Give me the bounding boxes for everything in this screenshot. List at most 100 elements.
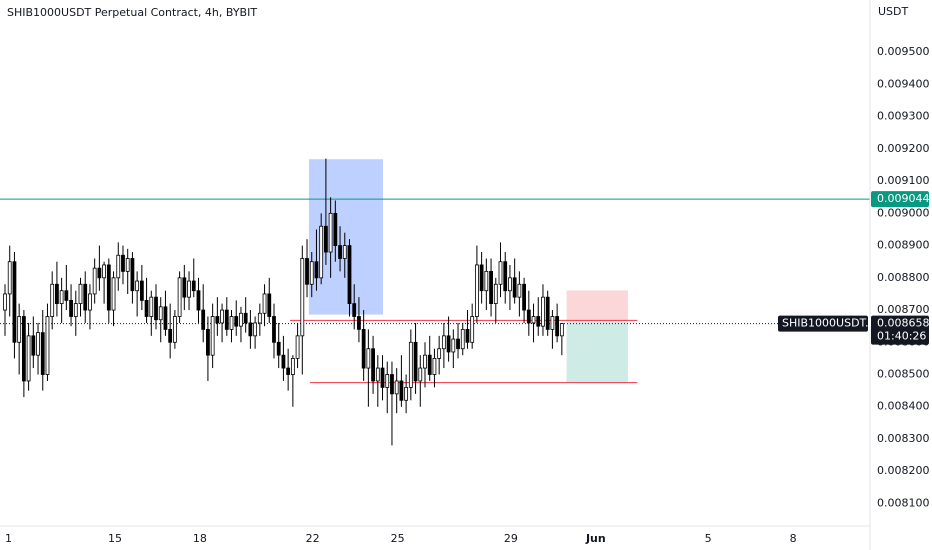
symbol-tag — [778, 315, 868, 332]
candle-body — [111, 277, 116, 311]
candle-body — [399, 380, 404, 401]
candle-body — [423, 354, 427, 369]
candle-body — [187, 280, 191, 298]
candle-body — [559, 323, 564, 337]
y-tick-label: 0.008300 — [877, 432, 930, 445]
position-reward — [566, 320, 628, 383]
candle-body — [371, 348, 375, 382]
candle-body — [361, 328, 366, 369]
x-tick-label: 25 — [391, 532, 405, 545]
x-tick-label: 5 — [705, 532, 712, 545]
candle-body — [286, 367, 291, 375]
candle-body — [456, 338, 460, 350]
candle-body — [144, 299, 149, 317]
candle-body — [248, 322, 253, 337]
candle-body — [526, 309, 531, 324]
candle-body — [182, 277, 187, 298]
candle-body — [88, 293, 92, 311]
y-tick-label: 0.008100 — [877, 496, 930, 509]
chart-title: SHIB1000USDT Perpetual Contract, 4h, BYB… — [7, 6, 257, 19]
candle-body — [220, 309, 224, 324]
candle-body — [357, 316, 361, 330]
y-tick-label: 0.009200 — [877, 142, 930, 155]
candle-body — [352, 303, 357, 317]
candle-body — [239, 312, 243, 327]
candle-body — [17, 316, 22, 343]
candle-body — [139, 280, 144, 301]
candle-body — [191, 280, 196, 292]
candle-body — [484, 270, 489, 292]
candle-body — [40, 332, 45, 375]
candle-body — [451, 338, 456, 353]
candle-body — [102, 264, 107, 279]
candle-body — [106, 264, 111, 311]
candle-body — [418, 367, 423, 382]
candle-body — [375, 367, 380, 382]
candle-body — [125, 258, 130, 272]
countdown-text: 01:40:26 — [877, 330, 926, 343]
candle-body — [257, 312, 262, 324]
candle-body — [413, 341, 418, 382]
candle-body — [470, 316, 475, 343]
candle-body — [446, 335, 451, 353]
candle-body — [309, 261, 314, 285]
x-tick-label: 18 — [193, 532, 207, 545]
candle-body — [267, 293, 272, 317]
candle-body — [408, 341, 413, 388]
candle-body — [45, 316, 50, 375]
candle-body — [545, 296, 550, 330]
candle-body — [272, 316, 276, 343]
candle-body — [130, 258, 135, 292]
candle-body — [300, 258, 305, 337]
candle-body — [116, 254, 121, 279]
candle-body — [234, 316, 239, 327]
candle-body — [276, 341, 281, 356]
x-tick-label: Jun — [585, 532, 606, 545]
candle-body — [149, 296, 154, 317]
candle-body — [522, 283, 526, 311]
y-tick-label: 0.008800 — [877, 271, 930, 284]
candle-body — [295, 335, 300, 359]
candle-body — [210, 316, 215, 356]
last-price-tag — [871, 315, 929, 345]
y-tick-label: 0.009500 — [877, 45, 930, 58]
position-risk — [566, 290, 628, 321]
candle-body — [224, 309, 229, 330]
candle-body — [385, 374, 390, 388]
y-tick-label: 0.008900 — [877, 239, 930, 252]
candle-body — [314, 261, 319, 279]
x-tick-label: 22 — [306, 532, 320, 545]
candle-body — [83, 283, 88, 311]
candle-body — [333, 212, 338, 246]
candle-body — [290, 358, 295, 375]
candle-body — [555, 316, 560, 337]
y-tick-label: 0.008400 — [877, 400, 930, 413]
y-tick-label: 0.008700 — [877, 303, 930, 316]
x-tick-label: 8 — [790, 532, 797, 545]
candle-body — [21, 316, 26, 382]
candle-body — [50, 283, 55, 317]
candle-body — [229, 316, 234, 330]
candle-body — [69, 299, 73, 317]
y-tick-label: 0.008500 — [877, 368, 930, 381]
candle-body — [92, 267, 97, 295]
candle-body — [323, 225, 328, 253]
candle-body — [475, 264, 479, 317]
candle-body — [479, 264, 484, 292]
candle-body — [154, 296, 158, 321]
candle-body — [135, 280, 140, 292]
candle-body — [177, 277, 182, 317]
candle-body — [243, 312, 248, 324]
candle-body — [338, 245, 342, 259]
candle-body — [97, 267, 102, 279]
candle-body — [206, 328, 210, 356]
candle-body — [12, 261, 17, 343]
candle-body — [215, 316, 220, 324]
candle-body — [508, 277, 512, 292]
candle-body — [465, 328, 470, 343]
candle-body — [503, 261, 508, 292]
currency-label: USDT — [878, 5, 909, 18]
y-tick-label: 0.009100 — [877, 174, 930, 187]
